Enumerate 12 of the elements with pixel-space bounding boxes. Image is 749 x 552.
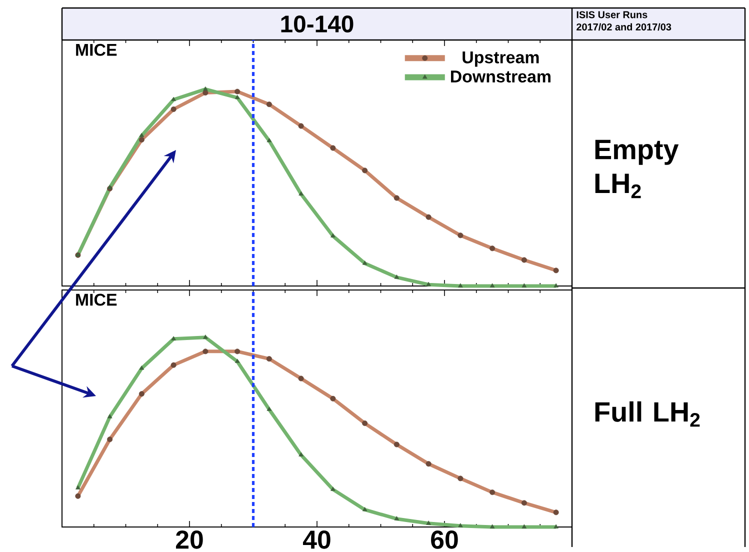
- text: 2017/02 and 2017/03: [576, 23, 672, 31]
- chart-title: 10-140: [281, 15, 354, 32]
- x-tick-label: 40: [302, 530, 330, 549]
- legend-label: Downstream: [451, 70, 550, 82]
- x-tick-label: 60: [431, 530, 458, 549]
- legend-label: Upstream: [462, 51, 539, 67]
- x-tick-label: 20: [176, 530, 203, 549]
- text: MICE: [76, 294, 117, 306]
- text: Full LH$_{2}$: [595, 401, 700, 427]
- text: MICE: [76, 44, 117, 56]
- text: ISIS User Runs: [576, 11, 648, 18]
- text: Empty LH$_{2}$: [595, 140, 679, 198]
